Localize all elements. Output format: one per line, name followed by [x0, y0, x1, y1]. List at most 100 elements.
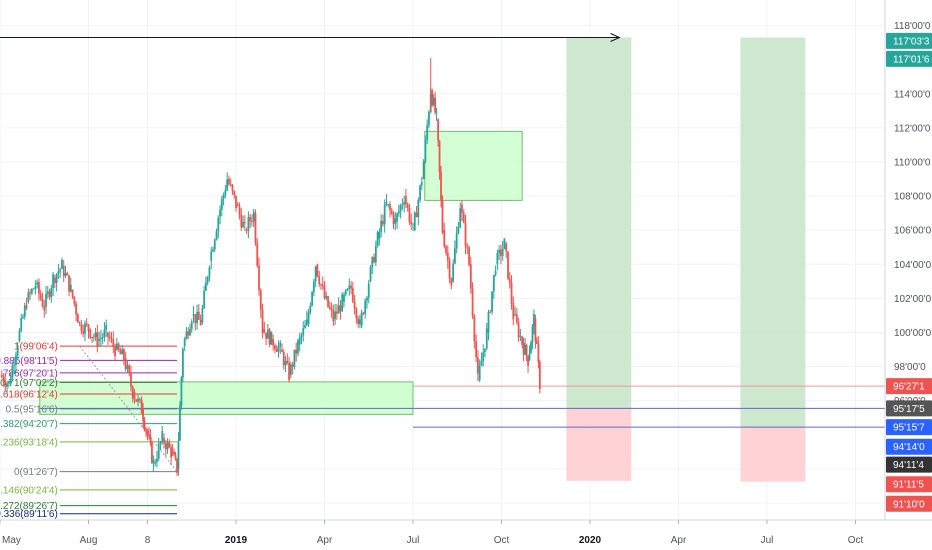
candle-body: [462, 212, 465, 223]
fib-label: 0.786(97'20'1): [0, 368, 58, 379]
candle-body: [170, 447, 172, 458]
candle-body: [131, 386, 134, 399]
price-badge: [886, 476, 932, 493]
candle-body: [374, 245, 377, 263]
candle-body: [66, 273, 69, 276]
candle-body: [6, 383, 8, 387]
candle-body: [533, 314, 535, 327]
price-tick-label: 110'00'0: [894, 157, 931, 168]
price-badge-label: 91'11'5: [893, 480, 924, 491]
candle-body: [171, 451, 174, 453]
candle-body: [471, 288, 474, 317]
candle-body: [32, 288, 35, 290]
candle-body: [475, 341, 478, 358]
candle-body: [335, 311, 338, 314]
price-badge: [886, 32, 932, 49]
candle-body: [424, 139, 427, 162]
candle-body: [176, 458, 178, 473]
candle-body: [272, 339, 275, 346]
candle-body: [353, 301, 356, 309]
candle-body: [266, 329, 269, 339]
candle-body: [240, 214, 243, 228]
candle-body: [137, 398, 139, 402]
candle-body: [179, 405, 181, 441]
candle-body: [208, 267, 211, 278]
candle-body: [69, 284, 72, 292]
candle-body: [39, 293, 42, 299]
candle-body: [521, 336, 524, 345]
candle-body: [18, 330, 21, 341]
candle-body: [293, 349, 296, 367]
price-badge: [886, 419, 932, 436]
candle-body: [508, 278, 511, 283]
candle-body: [443, 230, 446, 247]
candle-body: [469, 264, 472, 289]
candle-body: [135, 399, 138, 402]
candle-body: [295, 349, 298, 354]
candle-body: [408, 207, 411, 222]
candle-body: [380, 221, 383, 232]
candle-body: [252, 211, 255, 222]
price-tick-label: 108'00'0: [894, 192, 932, 203]
candle-body: [161, 431, 164, 442]
candle-body: [68, 275, 70, 292]
candle-body: [304, 325, 306, 329]
price-tick-label: 118'00'0: [894, 21, 931, 32]
candle-body: [108, 336, 111, 339]
candle-body: [249, 217, 252, 222]
candle-body: [387, 204, 390, 205]
candle-body: [270, 331, 273, 345]
candle-body: [233, 190, 236, 196]
candle-body: [311, 292, 314, 306]
candle-body: [121, 349, 124, 355]
price-badge-label: 117'01'6: [893, 54, 930, 65]
candle-body: [522, 342, 525, 355]
candle-body: [119, 350, 122, 355]
candle-body: [512, 303, 515, 320]
candle-body: [236, 204, 239, 207]
candle-body: [432, 97, 435, 105]
candle-body: [274, 345, 276, 350]
candle-body: [392, 213, 395, 224]
candle-body: [525, 344, 528, 357]
candle-body: [53, 277, 56, 284]
candle-body: [196, 311, 198, 324]
candle-body: [487, 311, 490, 333]
candle-body: [245, 230, 248, 231]
candle-body: [383, 204, 386, 225]
candle-body: [30, 289, 33, 294]
candle-body: [510, 282, 513, 304]
candle-body: [46, 291, 49, 294]
candle-body: [316, 264, 319, 277]
candle-body: [222, 194, 225, 199]
price-badge-label: 91'10'0: [893, 499, 925, 510]
candle-body: [159, 441, 162, 444]
candle-body: [143, 421, 146, 430]
candle-body: [117, 343, 120, 351]
fib-label: -0.336(89'11'6): [0, 509, 58, 520]
time-axis[interactable]: May Aug 8 2019 Apr Jul Oct 2020 Apr Jul Oct: [0, 520, 863, 546]
candle-body: [173, 452, 175, 455]
candle-body: [114, 346, 116, 357]
candle-body: [82, 330, 85, 334]
candle-body: [305, 319, 308, 326]
fib-label: -0.272(89'26'7): [0, 501, 58, 512]
candle-body: [527, 356, 529, 366]
zone-target: [566, 37, 632, 409]
candle-body: [224, 190, 227, 195]
candle-body: [453, 248, 456, 264]
candle-body: [491, 291, 493, 312]
candle-body: [152, 460, 155, 463]
candle-body: [16, 345, 19, 356]
zone-demand: [39, 381, 414, 415]
candle-body: [348, 285, 351, 289]
price-badge-label: 117'03'3: [893, 36, 930, 47]
price-badge: [886, 400, 932, 417]
price-tick-label: 106'00'0: [894, 226, 932, 237]
candle-body: [291, 364, 294, 367]
candle-body: [468, 247, 470, 265]
candle-body: [323, 286, 326, 299]
time-tick-label: 2019: [225, 535, 248, 546]
candle-body: [62, 265, 65, 277]
zone-target: [740, 37, 806, 428]
